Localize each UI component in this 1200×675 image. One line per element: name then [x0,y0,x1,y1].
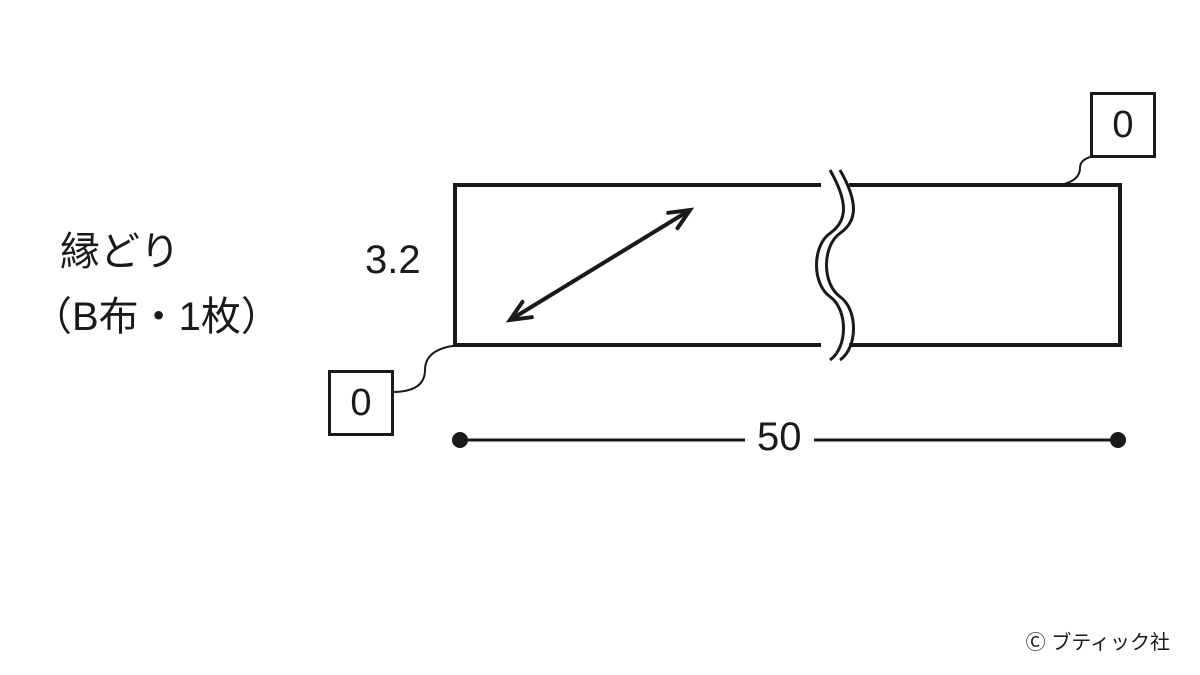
diagram-container: 縁どり （B布・1枚） 3.2 0 0 50 Ⓒ ブティック社 [0,0,1200,675]
width-dimension: 50 [745,415,814,460]
seam-allowance-bottom-left: 0 [328,370,394,436]
seam-allowance-top-right: 0 [1090,92,1156,158]
height-dimension: 3.2 [365,238,421,283]
pattern-title-line1: 縁どり [60,220,180,284]
pattern-title-line2: （B布・1枚） [32,285,281,349]
copyright-notice: Ⓒ ブティック社 [1026,626,1170,655]
